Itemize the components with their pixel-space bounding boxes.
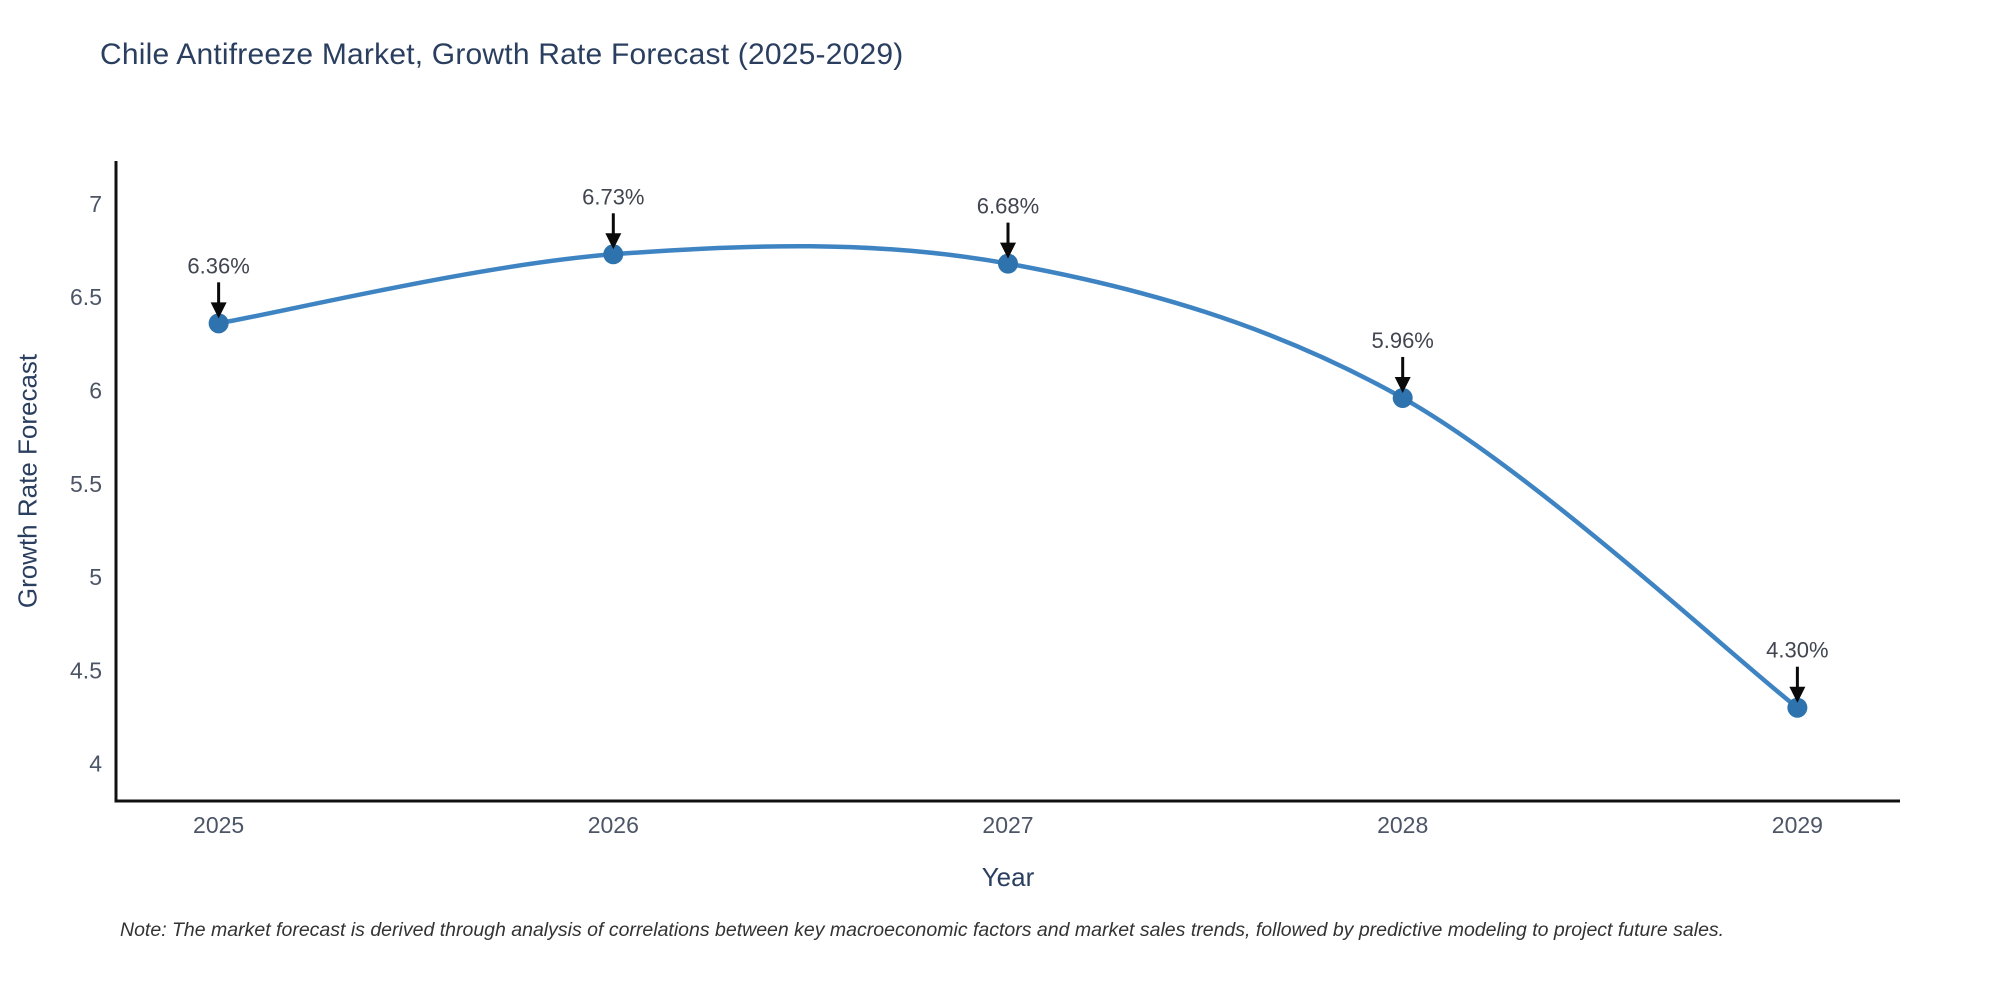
annotation-label: 6.73% (582, 184, 644, 209)
x-tick-label: 2026 (588, 812, 639, 838)
x-tick-label: 2029 (1772, 812, 1823, 838)
annotation-arrow-head (210, 302, 227, 319)
annotation-label: 4.30% (1766, 638, 1828, 663)
data-point-2026[interactable] (603, 244, 624, 265)
annotation-label: 6.68% (977, 194, 1039, 219)
y-tick-label: 6.5 (70, 284, 102, 310)
data-point-2025[interactable] (208, 313, 229, 334)
chart-title: Chile Antifreeze Market, Growth Rate For… (100, 38, 904, 71)
data-point-2029[interactable] (1787, 697, 1808, 718)
x-tick-label: 2028 (1377, 812, 1428, 838)
x-axis-title: Year (981, 862, 1035, 892)
footnote: Note: The market forecast is derived thr… (120, 919, 1725, 941)
annotation-label: 5.96% (1371, 328, 1433, 353)
annotation-arrow-head (1000, 242, 1016, 259)
x-tick-label: 2025 (193, 812, 244, 838)
data-point-2027[interactable] (998, 253, 1018, 274)
annotation-arrow-head (605, 233, 622, 250)
y-tick-label: 4 (89, 751, 102, 777)
data-point-2028[interactable] (1392, 387, 1413, 408)
y-tick-label: 5.5 (70, 471, 102, 497)
y-tick-label: 5 (89, 564, 102, 590)
y-tick-label: 7 (89, 191, 102, 217)
forecast-line (216, 243, 1800, 710)
y-tick-label: 4.5 (70, 657, 102, 683)
x-tick-label: 2027 (982, 812, 1033, 838)
annotation-arrow-head (1394, 376, 1411, 393)
annotation-label: 6.36% (187, 253, 249, 278)
y-tick-label: 6 (89, 378, 102, 404)
annotation-arrow-head (1789, 686, 1806, 703)
